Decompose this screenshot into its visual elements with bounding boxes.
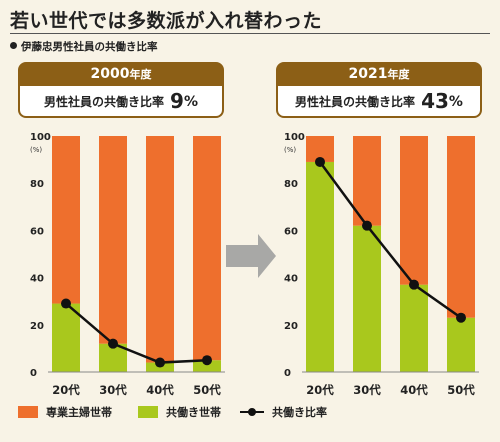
bar-tomobataraki bbox=[306, 161, 334, 372]
y-tick-label: 100 bbox=[30, 132, 51, 143]
legend-label-tomobataraki: 共働き世帯 bbox=[166, 406, 221, 419]
x-tick-label: 30代 bbox=[99, 383, 127, 397]
panel-year: 2021 bbox=[348, 66, 388, 82]
bar-tomobataraki bbox=[52, 303, 80, 372]
ratio-point bbox=[362, 220, 372, 231]
legend-item-sengyo: 専業主婦世帯 bbox=[18, 404, 112, 420]
ratio-point bbox=[315, 156, 325, 167]
bar-sengyo bbox=[52, 136, 80, 304]
x-tick-label: 40代 bbox=[400, 383, 428, 397]
ratio-point bbox=[108, 338, 118, 349]
stat-value: 43 bbox=[421, 89, 449, 113]
bar-sengyo bbox=[353, 136, 381, 226]
stat-value: 9 bbox=[170, 89, 184, 113]
bar-sengyo bbox=[400, 136, 428, 285]
bar-sengyo bbox=[146, 136, 174, 363]
panel-header-2000: 2000年度 bbox=[18, 62, 224, 86]
legend-swatch-sengyo bbox=[18, 406, 38, 418]
bullet-icon bbox=[10, 42, 17, 49]
legend-line-icon bbox=[240, 406, 264, 418]
ratio-point bbox=[155, 357, 165, 368]
stat-label: 男性社員の共働き比率 bbox=[295, 95, 416, 109]
legend-item-ratio: 共働き比率 bbox=[240, 404, 327, 420]
bar-tomobataraki bbox=[353, 225, 381, 372]
bar-tomobataraki bbox=[400, 284, 428, 372]
subtitle-text: 伊藤忠男性社員の共働き比率 bbox=[21, 41, 158, 53]
chart-subtitle: 伊藤忠男性社員の共働き比率 bbox=[10, 39, 158, 54]
stat-unit: % bbox=[183, 94, 198, 110]
y-tick-label: 0 bbox=[30, 368, 37, 379]
title-divider bbox=[10, 33, 490, 34]
legend-item-tomobataraki: 共働き世帯 bbox=[138, 404, 221, 420]
x-tick-label: 20代 bbox=[306, 383, 334, 397]
bar-sengyo bbox=[193, 136, 221, 361]
ratio-point bbox=[409, 279, 419, 290]
x-tick-label: 40代 bbox=[146, 383, 174, 397]
panel-year-suffix: 年度 bbox=[129, 68, 152, 81]
legend-label-sengyo: 専業主婦世帯 bbox=[46, 406, 112, 419]
y-tick-label: 40 bbox=[284, 274, 298, 285]
stat-unit: % bbox=[448, 94, 463, 110]
panel-year: 2000 bbox=[90, 66, 130, 82]
ratio-line bbox=[65, 302, 208, 364]
y-tick-label: 60 bbox=[30, 226, 44, 237]
legend-swatch-tomobataraki bbox=[138, 406, 158, 418]
legend-label-ratio: 共働き比率 bbox=[272, 406, 327, 419]
bar-sengyo bbox=[99, 136, 127, 344]
y-tick-label: 80 bbox=[30, 179, 44, 190]
y-tick-label: 80 bbox=[284, 179, 298, 190]
y-axis-unit: (%) bbox=[284, 146, 296, 154]
y-tick-label: 60 bbox=[284, 226, 298, 237]
y-tick-label: 0 bbox=[284, 368, 291, 379]
bar-sengyo bbox=[447, 136, 475, 318]
stat-label: 男性社員の共働き比率 bbox=[44, 95, 165, 109]
bar-tomobataraki bbox=[447, 317, 475, 372]
panel-year-suffix: 年度 bbox=[387, 68, 410, 81]
y-tick-label: 20 bbox=[284, 321, 298, 332]
ratio-point bbox=[61, 298, 71, 309]
y-axis-unit: (%) bbox=[30, 146, 42, 154]
x-tick-label: 30代 bbox=[353, 383, 381, 397]
panel-stat-2021: 男性社員の共働き比率 43% bbox=[276, 86, 482, 118]
ratio-point bbox=[456, 312, 466, 323]
y-tick-label: 20 bbox=[30, 321, 44, 332]
y-tick-label: 100 bbox=[284, 132, 305, 143]
x-tick-label: 50代 bbox=[447, 383, 475, 397]
x-tick-label: 50代 bbox=[193, 383, 221, 397]
panel-stat-2000: 男性社員の共働き比率 9% bbox=[18, 86, 224, 118]
x-tick-label: 20代 bbox=[52, 383, 80, 397]
panel-header-2021: 2021年度 bbox=[276, 62, 482, 86]
ratio-line bbox=[318, 161, 462, 319]
chart-title: 若い世代では多数派が入れ替わった bbox=[10, 10, 323, 32]
bar-tomobataraki bbox=[193, 360, 221, 372]
y-tick-label: 40 bbox=[30, 274, 44, 285]
ratio-point bbox=[202, 355, 212, 366]
transition-arrow-icon bbox=[226, 234, 276, 278]
